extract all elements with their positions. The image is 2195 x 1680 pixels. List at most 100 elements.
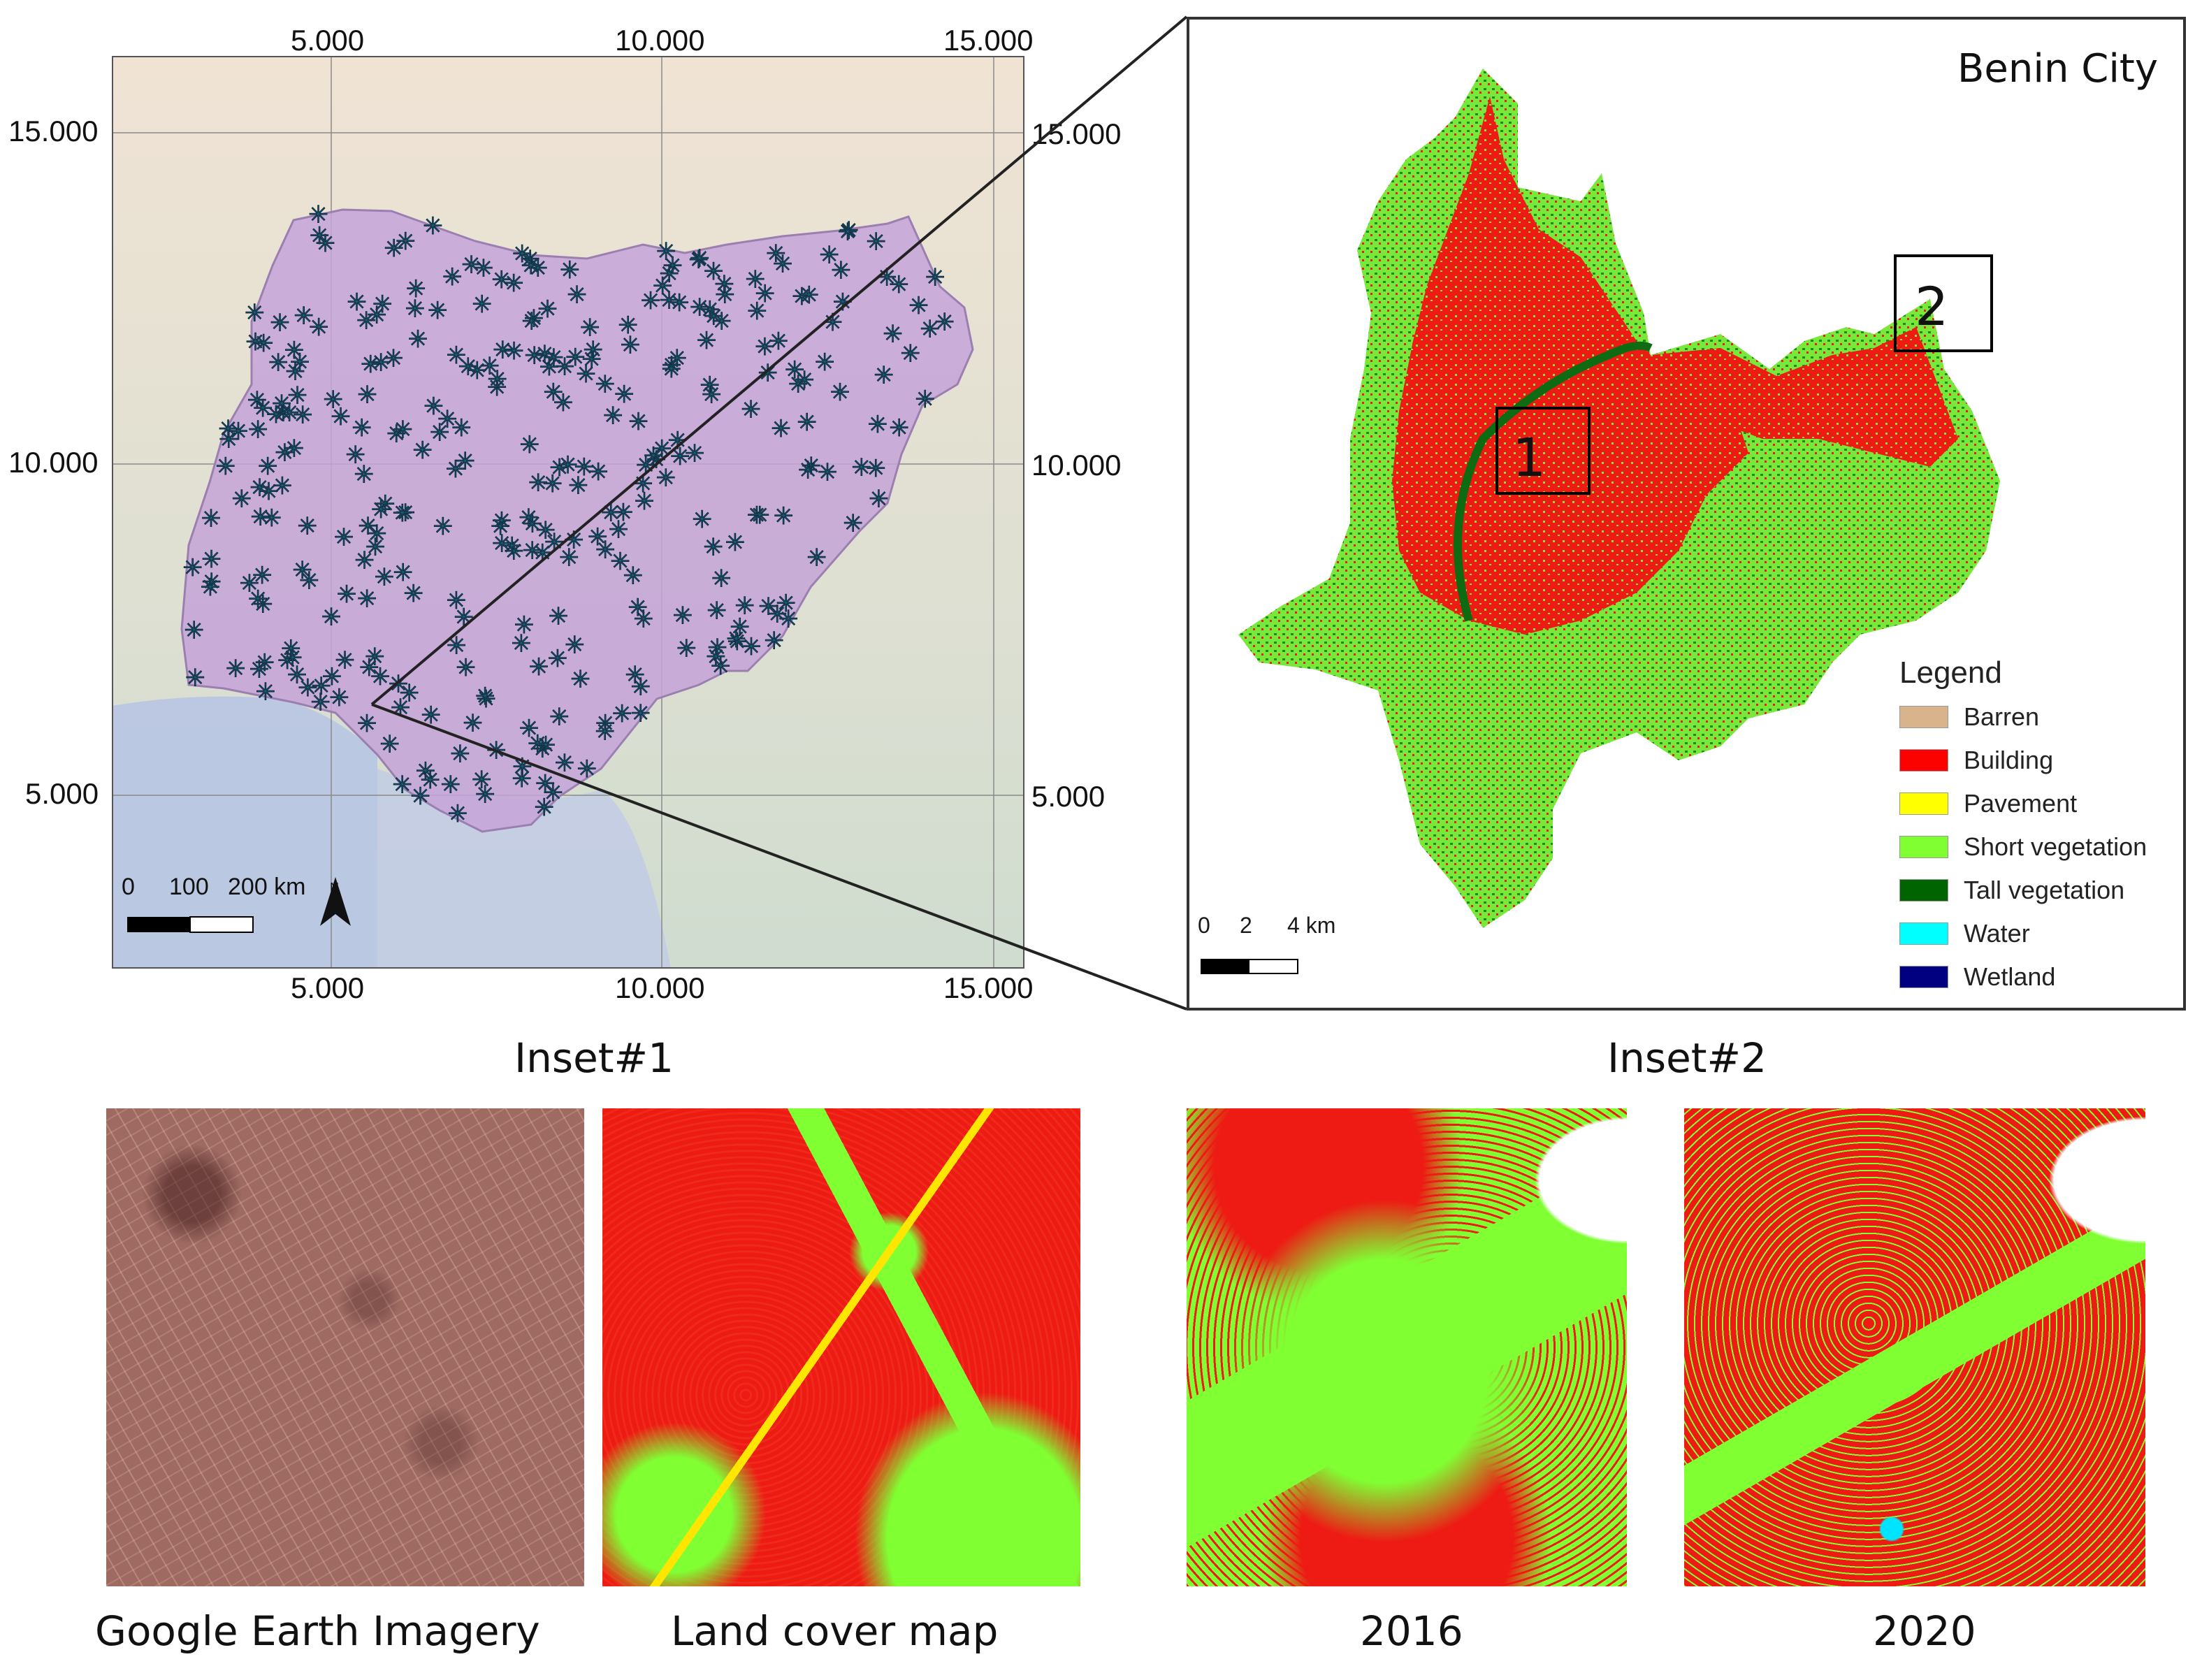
benin-city-map	[1238, 68, 2000, 928]
sample-point-marker: ✳	[461, 251, 481, 279]
sample-point-marker: ✳	[430, 419, 450, 447]
sample-point-marker: ✳	[662, 252, 683, 280]
sample-point-marker: ✳	[284, 337, 305, 365]
sample-point-marker: ✳	[544, 345, 564, 372]
sample-point-marker: ✳	[656, 465, 676, 493]
sample-point-marker: ✳	[476, 686, 496, 714]
sample-point-marker: ✳	[258, 453, 278, 481]
sample-point-marker: ✳	[504, 537, 524, 565]
sample-point-marker: ✳	[690, 245, 710, 273]
sample-point-marker: ✳	[371, 349, 391, 377]
sample-point-marker: ✳	[774, 502, 794, 530]
sample-point-marker: ✳	[359, 654, 379, 682]
sample-point-marker: ✳	[519, 715, 539, 743]
sample-point-marker: ✳	[346, 441, 366, 469]
sample-point-marker: ✳	[201, 505, 222, 533]
sample-point-marker: ✳	[889, 271, 909, 299]
sample-point-marker: ✳	[576, 361, 596, 389]
sample-point-marker: ✳	[595, 710, 616, 738]
sample-point-marker: ✳	[520, 245, 540, 273]
sample-point-marker: ✳	[475, 683, 495, 711]
sample-point-marker: ✳	[184, 616, 205, 644]
sample-point-marker: ✳	[798, 457, 818, 485]
sample-point-marker: ✳	[730, 614, 750, 642]
sample-point-marker: ✳	[365, 644, 385, 672]
sample-point-marker: ✳	[488, 365, 508, 393]
sample-point-marker: ✳	[839, 217, 859, 245]
river-tall-vegetation	[1454, 341, 1653, 622]
sample-point-marker: ✳	[747, 298, 767, 326]
legend-swatch-barren	[1899, 706, 1948, 728]
sample-point-marker: ✳	[535, 340, 555, 368]
legend-swatch-pavement	[1899, 792, 1948, 815]
sample-point-marker: ✳	[746, 266, 766, 294]
legend-item-water: Water	[1899, 917, 2030, 950]
sample-point-marker: ✳	[802, 453, 822, 481]
sample-point-marker: ✳	[711, 653, 731, 681]
city-scale-label-2: 2	[1240, 913, 1252, 938]
sample-point-marker: ✳	[690, 294, 710, 322]
legend-item-short-vegetation: Short vegetation	[1899, 830, 2147, 864]
sample-point-marker: ✳	[463, 710, 483, 738]
sample-point-marker: ✳	[544, 379, 564, 407]
sample-point-marker: ✳	[549, 454, 570, 482]
sample-point-marker: ✳	[446, 456, 466, 484]
year-2020-caption: 2020	[1873, 1607, 1976, 1655]
sample-point-marker: ✳	[831, 257, 851, 285]
sample-point-marker: ✳	[358, 512, 378, 540]
sample-point-marker: ✳	[915, 386, 935, 414]
sample-point-marker: ✳	[628, 594, 649, 622]
sample-point-marker: ✳	[493, 336, 513, 364]
sample-point-marker: ✳	[442, 263, 463, 291]
sample-point-marker: ✳	[310, 689, 331, 717]
sample-point-marker: ✳	[727, 628, 748, 656]
legend-label-barren: Barren	[1964, 702, 2040, 731]
sample-point-marker: ✳	[347, 289, 366, 317]
sample-point-marker: ✳	[324, 386, 344, 414]
sample-point-marker: ✳	[535, 794, 555, 822]
sample-point-marker: ✳	[755, 280, 776, 308]
sample-point-marker: ✳	[487, 374, 507, 402]
sample-point-marker: ✳	[229, 418, 249, 446]
sample-point-marker: ✳	[612, 700, 632, 728]
land-cover-caption: Land cover map	[671, 1607, 999, 1655]
legend-item-tall-vegetation: Tall vegetation	[1899, 874, 2124, 907]
sample-point-marker: ✳	[707, 634, 727, 662]
sample-point-marker: ✳	[266, 401, 287, 429]
sample-point-marker: ✳	[354, 547, 374, 575]
sample-point-marker: ✳	[514, 611, 535, 639]
sample-point-marker: ✳	[309, 314, 329, 342]
sample-point-marker: ✳	[245, 300, 265, 328]
sample-point-marker: ✳	[458, 354, 479, 382]
overview-scale-label-200: 200 km	[228, 874, 306, 900]
sample-point-marker: ✳	[273, 400, 294, 428]
north-arrow-label: N	[330, 881, 339, 895]
sample-point-marker: ✳	[308, 201, 328, 229]
legend-item-barren: Barren	[1899, 700, 2039, 734]
sample-point-marker: ✳	[428, 297, 448, 325]
sample-point-marker: ✳	[641, 287, 661, 315]
sample-point-marker: ✳	[535, 517, 556, 545]
legend-label-wetland: Wetland	[1964, 962, 2056, 991]
sample-point-marker: ✳	[755, 333, 775, 361]
sample-point-marker: ✳	[544, 528, 565, 556]
sample-point-marker: ✳	[788, 371, 809, 399]
sample-point-marker: ✳	[533, 736, 553, 764]
sample-point-marker: ✳	[216, 453, 236, 481]
sample-point-marker: ✳	[529, 653, 549, 681]
sample-point-marker: ✳	[536, 732, 556, 760]
sample-point-marker: ✳	[448, 800, 468, 828]
sample-point-marker: ✳	[405, 295, 426, 323]
sample-point-marker: ✳	[765, 628, 785, 656]
sample-point-marker: ✳	[614, 381, 635, 409]
sample-point-marker: ✳	[524, 342, 544, 370]
sample-points: ✳✳✳✳✳✳✳✳✳✳✳✳✳✳✳✳✳✳✳✳✳✳✳✳✳✳✳✳✳✳✳✳✳✳✳✳✳✳✳✳…	[182, 201, 955, 828]
sample-point-marker: ✳	[249, 475, 270, 502]
sample-point-marker: ✳	[298, 674, 318, 702]
sample-point-marker: ✳	[293, 402, 313, 430]
sample-point-marker: ✳	[475, 781, 495, 809]
sample-point-marker: ✳	[270, 310, 290, 338]
sample-point-marker: ✳	[662, 352, 682, 379]
sample-point-marker: ✳	[874, 362, 894, 390]
sample-point-marker: ✳	[595, 537, 616, 565]
